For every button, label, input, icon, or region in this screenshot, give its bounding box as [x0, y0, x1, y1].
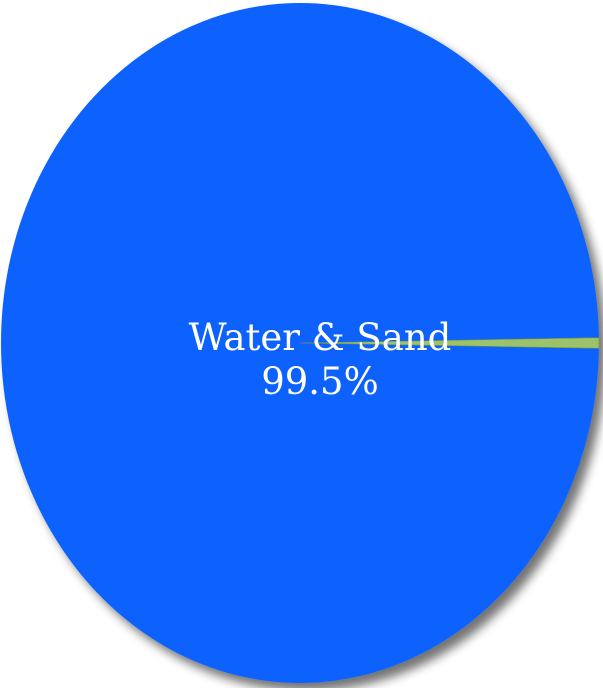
pie-slices: [0, 3, 600, 683]
pie-slice-water-sand: [0, 3, 599, 683]
slice-label-name: Water & Sand: [189, 316, 452, 359]
pie-slice-other: [299, 337, 600, 349]
slice-label-value: 99.5%: [261, 360, 379, 403]
